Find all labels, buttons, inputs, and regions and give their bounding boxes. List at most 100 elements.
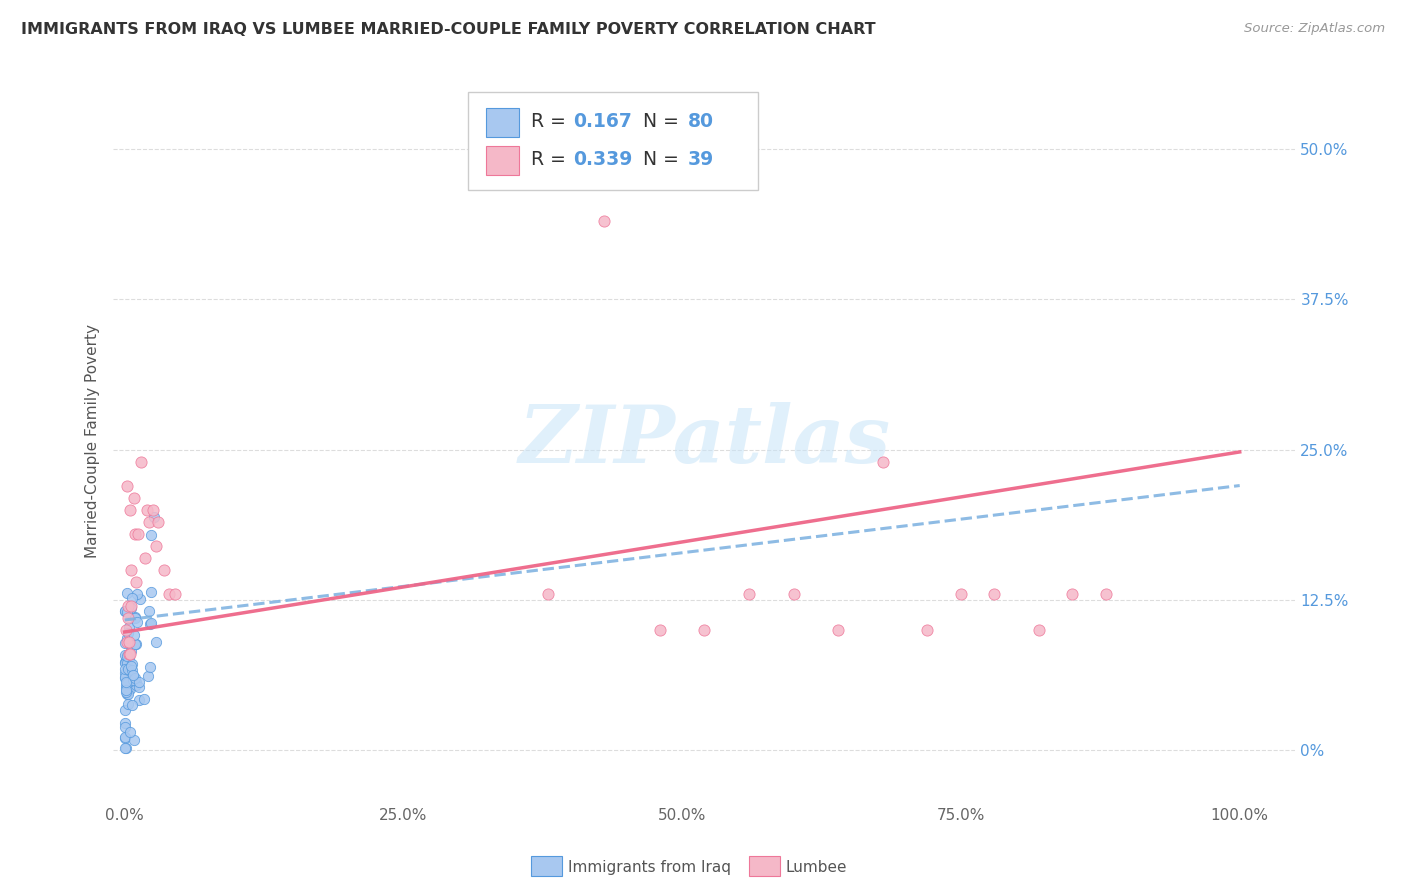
Point xyxy=(120,502,142,516)
Point xyxy=(142,510,165,524)
Point xyxy=(115,652,138,666)
Point xyxy=(121,657,143,672)
Point xyxy=(120,673,142,688)
Text: N =: N = xyxy=(643,150,685,169)
Point xyxy=(125,574,148,589)
Point xyxy=(139,660,162,674)
Text: N =: N = xyxy=(643,112,685,131)
Point xyxy=(1095,586,1118,600)
Point xyxy=(120,600,142,615)
Text: IMMIGRANTS FROM IRAQ VS LUMBEE MARRIED-COUPLE FAMILY POVERTY CORRELATION CHART: IMMIGRANTS FROM IRAQ VS LUMBEE MARRIED-C… xyxy=(21,22,876,37)
Point xyxy=(115,684,138,698)
Point xyxy=(693,623,716,637)
Point xyxy=(138,604,160,618)
Point xyxy=(121,664,143,678)
Point xyxy=(117,673,139,687)
Point xyxy=(117,650,139,665)
Point xyxy=(121,673,143,687)
Point xyxy=(117,662,139,676)
Point xyxy=(115,654,138,668)
Point xyxy=(117,610,139,624)
Point xyxy=(827,623,849,637)
Point xyxy=(134,550,156,565)
Text: R =: R = xyxy=(530,150,572,169)
Point xyxy=(114,671,136,685)
Point xyxy=(114,683,136,698)
Point xyxy=(163,586,186,600)
Point xyxy=(115,741,138,756)
Point xyxy=(115,648,138,663)
Point xyxy=(131,454,153,468)
Point xyxy=(138,669,160,683)
Point xyxy=(139,616,162,631)
Point xyxy=(120,724,142,739)
Point xyxy=(139,617,162,632)
Point xyxy=(114,677,136,691)
Point xyxy=(114,741,136,756)
Point xyxy=(125,678,148,692)
Point xyxy=(129,592,152,607)
Point xyxy=(738,586,761,600)
Y-axis label: Married-Couple Family Poverty: Married-Couple Family Poverty xyxy=(86,324,100,558)
Point xyxy=(120,659,142,673)
Point xyxy=(115,605,138,619)
Point xyxy=(917,623,939,637)
Point xyxy=(115,676,138,690)
Point xyxy=(114,715,136,730)
Point xyxy=(118,682,141,697)
Point xyxy=(114,662,136,676)
Point xyxy=(134,691,156,706)
Text: 0.339: 0.339 xyxy=(574,150,633,169)
Point xyxy=(138,515,160,529)
Text: Source: ZipAtlas.com: Source: ZipAtlas.com xyxy=(1244,22,1385,36)
Point xyxy=(114,648,136,662)
Point xyxy=(128,680,150,694)
Point xyxy=(120,599,142,613)
Point xyxy=(949,586,972,600)
Point xyxy=(115,634,138,648)
Point xyxy=(1028,623,1050,637)
Point xyxy=(124,637,146,651)
Point xyxy=(118,682,141,697)
Point xyxy=(145,634,167,648)
FancyBboxPatch shape xyxy=(468,92,758,190)
Bar xyxy=(486,108,519,137)
Point xyxy=(127,526,149,541)
Point xyxy=(115,675,138,690)
Text: 80: 80 xyxy=(688,112,714,131)
Bar xyxy=(486,146,519,176)
Point xyxy=(117,698,139,712)
Point xyxy=(120,644,142,658)
Point xyxy=(872,454,894,468)
Point xyxy=(127,587,149,601)
Point xyxy=(152,563,174,577)
Text: 0.167: 0.167 xyxy=(574,112,633,131)
Text: ZIPatlas: ZIPatlas xyxy=(519,401,890,479)
Point xyxy=(122,628,145,642)
Point xyxy=(122,733,145,747)
Point xyxy=(120,647,142,661)
Point xyxy=(114,666,136,681)
Point xyxy=(117,687,139,701)
Point xyxy=(983,586,1005,600)
Text: Lumbee: Lumbee xyxy=(786,860,848,874)
Point xyxy=(125,637,148,651)
Point xyxy=(593,214,616,228)
Point xyxy=(115,656,138,670)
Point xyxy=(114,703,136,717)
Point xyxy=(114,657,136,671)
Point xyxy=(146,515,169,529)
Point xyxy=(122,491,145,505)
Point xyxy=(125,675,148,690)
Point xyxy=(124,526,146,541)
Point xyxy=(124,610,146,624)
Point xyxy=(122,667,145,681)
Point xyxy=(648,623,671,637)
Point xyxy=(124,671,146,685)
Point xyxy=(114,603,136,617)
Point xyxy=(114,655,136,669)
Point xyxy=(117,626,139,640)
Point xyxy=(114,681,136,695)
Point xyxy=(120,563,142,577)
Point xyxy=(145,539,167,553)
